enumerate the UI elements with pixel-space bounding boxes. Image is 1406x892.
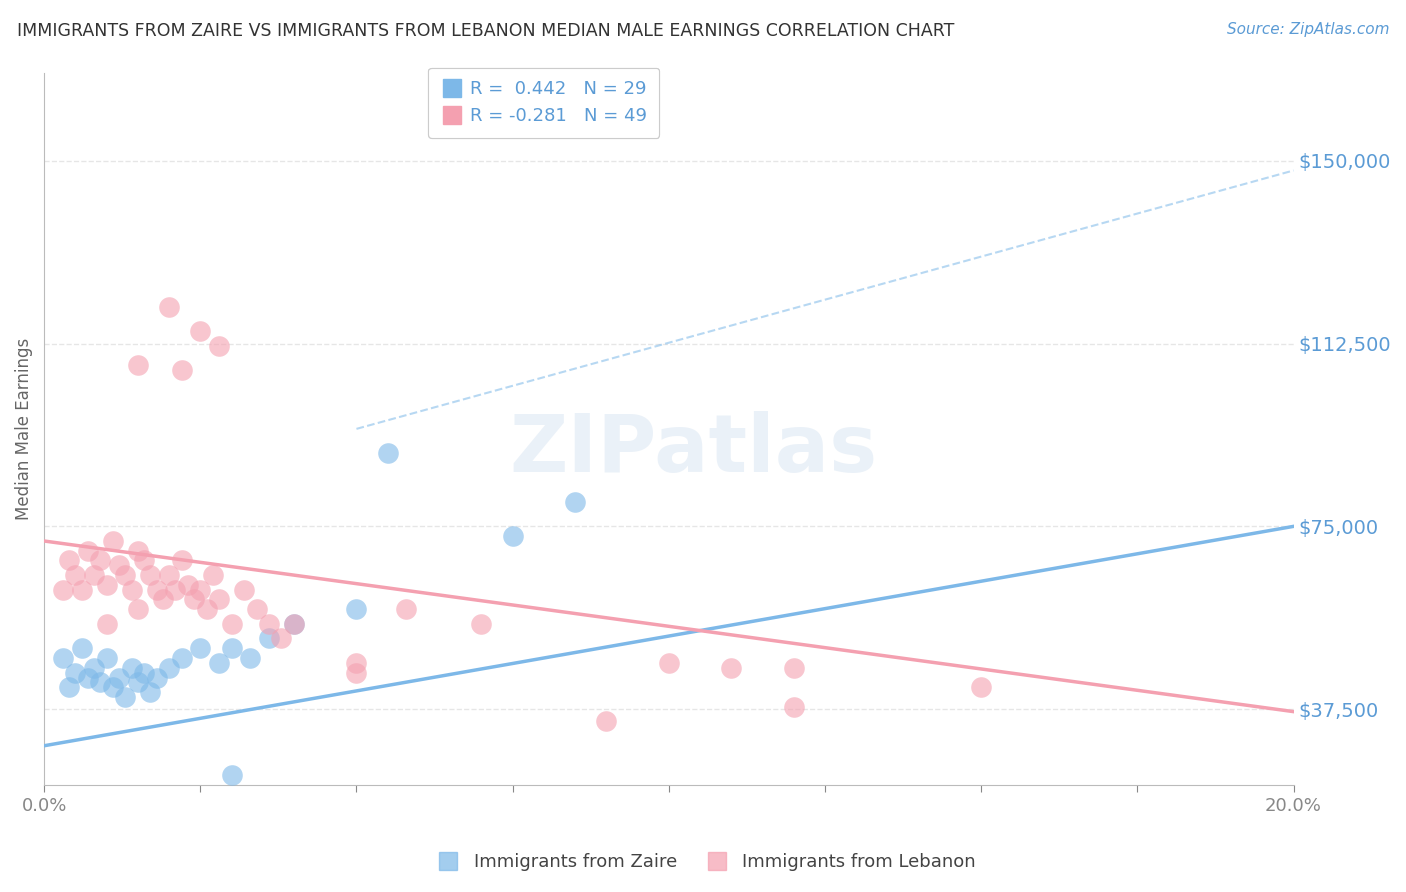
Point [76, 671, 98, 685]
Point [65, 568, 87, 582]
Point [170, 651, 193, 665]
Point [83, 568, 105, 582]
Point [58, 553, 80, 567]
Point [201, 568, 224, 582]
Point [346, 665, 368, 680]
Point [52, 651, 75, 665]
Point [183, 592, 205, 607]
Point [221, 641, 243, 656]
Point [70, 582, 93, 597]
Point [70, 641, 93, 656]
Point [658, 656, 681, 670]
Text: ZIPatlas: ZIPatlas [510, 411, 877, 489]
Point [283, 616, 305, 631]
Point [83, 661, 105, 675]
Point [208, 656, 231, 670]
Point [188, 641, 211, 656]
Legend: Immigrants from Zaire, Immigrants from Lebanon: Immigrants from Zaire, Immigrants from L… [423, 847, 983, 879]
Point [564, 495, 586, 509]
Point [170, 363, 193, 377]
Point [132, 553, 155, 567]
Point [65, 665, 87, 680]
Point [270, 632, 292, 646]
Point [96, 651, 118, 665]
Point [188, 324, 211, 338]
Point [283, 616, 305, 631]
Point [108, 558, 131, 573]
Point [89, 675, 111, 690]
Point [58, 680, 80, 694]
Point [89, 553, 111, 567]
Point [139, 568, 162, 582]
Point [502, 529, 524, 543]
Point [127, 543, 149, 558]
Point [188, 582, 211, 597]
Point [132, 665, 155, 680]
Point [257, 632, 280, 646]
Point [177, 578, 200, 592]
Point [127, 602, 149, 616]
Point [239, 651, 262, 665]
Point [165, 582, 187, 597]
Point [208, 592, 231, 607]
Point [970, 680, 993, 694]
Point [127, 359, 149, 373]
Point [157, 300, 180, 314]
Point [595, 714, 617, 729]
Point [101, 533, 124, 548]
Point [170, 553, 193, 567]
Y-axis label: Median Male Earnings: Median Male Earnings [15, 338, 32, 520]
Text: Source: ZipAtlas.com: Source: ZipAtlas.com [1226, 22, 1389, 37]
Point [145, 582, 167, 597]
Point [52, 582, 75, 597]
Point [257, 616, 280, 631]
Point [139, 685, 162, 699]
Point [157, 568, 180, 582]
Point [346, 602, 368, 616]
Point [783, 699, 806, 714]
Point [76, 543, 98, 558]
Point [121, 582, 143, 597]
Point [233, 582, 256, 597]
Point [195, 602, 218, 616]
Point [783, 661, 806, 675]
Point [121, 661, 143, 675]
Point [221, 616, 243, 631]
Point [114, 690, 136, 704]
Text: IMMIGRANTS FROM ZAIRE VS IMMIGRANTS FROM LEBANON MEDIAN MALE EARNINGS CORRELATIO: IMMIGRANTS FROM ZAIRE VS IMMIGRANTS FROM… [17, 22, 955, 40]
Point [152, 592, 174, 607]
Legend: R =  0.442   N = 29, R = -0.281   N = 49: R = 0.442 N = 29, R = -0.281 N = 49 [429, 68, 659, 138]
Point [96, 616, 118, 631]
Point [395, 602, 418, 616]
Point [346, 656, 368, 670]
Point [114, 568, 136, 582]
Point [245, 602, 267, 616]
Point [221, 768, 243, 782]
Point [377, 446, 399, 460]
Point [96, 578, 118, 592]
Point [208, 339, 231, 353]
Point [720, 661, 742, 675]
Point [127, 675, 149, 690]
Point [157, 661, 180, 675]
Point [108, 671, 131, 685]
Point [470, 616, 492, 631]
Point [101, 680, 124, 694]
Point [145, 671, 167, 685]
